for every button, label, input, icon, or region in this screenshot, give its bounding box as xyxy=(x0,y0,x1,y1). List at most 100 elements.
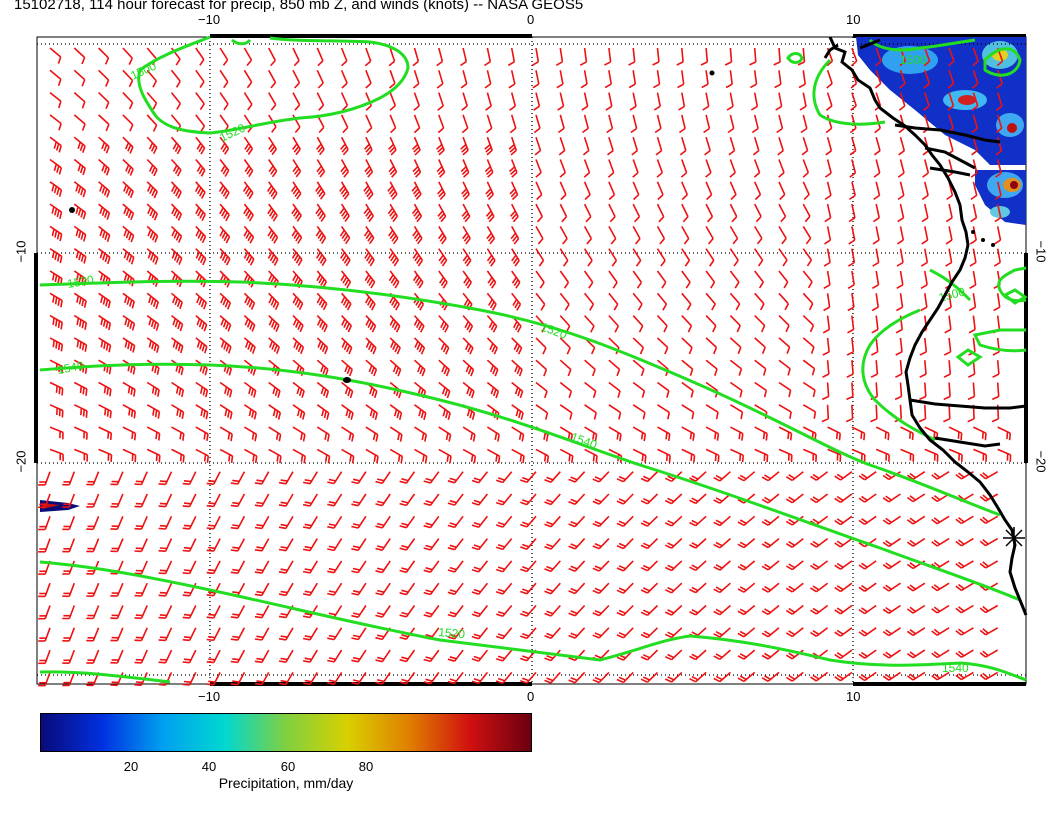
wind-barb-feather xyxy=(368,279,374,287)
wind-barb-feather xyxy=(948,60,955,67)
wind-barb-feather xyxy=(294,82,300,89)
wind-barb-feather xyxy=(225,322,230,330)
wind-barb-feather xyxy=(570,543,578,548)
wind-barb-staff xyxy=(487,448,500,457)
wind-barb-feather xyxy=(470,369,475,377)
wind-barb-feather xyxy=(243,229,249,237)
wind-barb-staff xyxy=(705,292,716,305)
wind-barb-feather xyxy=(423,524,431,529)
wind-barb-staff xyxy=(936,560,950,569)
wind-barb-staff xyxy=(243,114,253,128)
wind-barb-staff xyxy=(972,47,979,62)
wind-barb-feather xyxy=(58,123,62,131)
wind-barb-feather xyxy=(302,593,311,596)
wind-barb-feather xyxy=(464,215,471,223)
wind-barb-feather xyxy=(689,368,694,376)
wind-barb-feather xyxy=(628,61,636,66)
wind-barb-staff xyxy=(92,515,100,530)
wind-barb-feather xyxy=(154,366,158,374)
wind-barb-staff xyxy=(550,471,561,483)
wind-barb-feather xyxy=(491,281,497,289)
wind-barb-feather xyxy=(272,192,278,200)
wind-barb-feather xyxy=(107,256,111,265)
wind-barb-feather xyxy=(667,542,675,547)
wind-barb-feather xyxy=(399,592,407,596)
wind-barb-staff xyxy=(840,493,853,503)
wind-barb-staff xyxy=(365,114,373,129)
wind-barb-feather xyxy=(364,165,371,173)
wind-barb-staff xyxy=(44,627,51,642)
wind-barb-staff xyxy=(622,538,634,550)
wind-barb-feather xyxy=(538,260,545,267)
wind-barb-feather xyxy=(347,410,352,419)
wind-barb-feather xyxy=(398,391,402,399)
wind-barb-feather xyxy=(326,434,330,442)
wind-barb-staff xyxy=(972,248,977,263)
wind-barb-staff xyxy=(559,114,565,129)
wind-barb-feather xyxy=(489,365,494,373)
wind-barb-feather xyxy=(82,168,86,176)
wind-barb-feather xyxy=(297,259,303,266)
wind-barb-feather xyxy=(821,395,829,401)
wind-barb-feather xyxy=(304,635,312,638)
wind-barb-feather xyxy=(557,105,564,111)
wind-barb-staff xyxy=(583,270,594,283)
wind-barb-feather xyxy=(197,209,202,217)
wind-barb-staff xyxy=(864,582,877,592)
wind-barb-feather xyxy=(492,389,497,397)
wind-barb-staff xyxy=(802,203,811,217)
wind-barb-feather xyxy=(103,144,108,152)
contour-loop-ne xyxy=(983,47,1022,77)
wind-barb-feather xyxy=(245,254,251,262)
wind-barb-feather xyxy=(59,256,63,264)
wind-barb-feather xyxy=(198,320,203,328)
wind-barb-feather xyxy=(909,606,917,613)
wind-barb-feather xyxy=(468,389,473,397)
wind-barb-feather xyxy=(220,143,226,150)
wind-barb-feather xyxy=(996,60,1004,67)
wind-barb-staff xyxy=(778,248,788,261)
wind-barb-feather xyxy=(229,390,233,398)
wind-barb-feather xyxy=(275,324,280,333)
wind-barb-feather xyxy=(906,541,914,547)
wind-barb-feather xyxy=(785,520,793,526)
wind-barb-feather xyxy=(151,233,157,241)
wind-barb-feather xyxy=(667,433,671,442)
wind-barb-feather xyxy=(858,475,866,481)
wind-barb-feather xyxy=(960,433,963,441)
wind-barb-feather xyxy=(316,318,322,326)
wind-barb-staff xyxy=(413,315,425,327)
wind-barb-feather xyxy=(737,347,742,355)
wind-barb-feather xyxy=(906,630,914,637)
wind-barb-feather xyxy=(391,257,398,264)
wind-barb-feather xyxy=(232,501,240,505)
wind-barb-feather xyxy=(490,387,495,395)
wind-barb-feather xyxy=(488,257,494,264)
wind-barb-staff xyxy=(997,448,1011,456)
wind-barb-feather xyxy=(200,408,204,416)
wind-barb-feather xyxy=(131,301,135,309)
wind-barb-staff xyxy=(671,649,683,661)
wind-barb-feather xyxy=(299,325,304,333)
wind-barb-feather xyxy=(824,217,832,223)
wind-barb-feather xyxy=(612,281,618,289)
wind-barb-feather xyxy=(246,190,252,197)
wind-barb-feather xyxy=(471,412,476,421)
wind-barb-staff xyxy=(753,114,759,129)
wind-barb-feather xyxy=(885,495,892,501)
wind-barb-feather xyxy=(461,105,468,111)
wind-barb-feather xyxy=(484,166,491,173)
wind-barb-feather xyxy=(153,213,159,221)
wind-barb-feather xyxy=(473,655,481,660)
wind-barb-feather xyxy=(546,543,554,548)
wind-barb-staff xyxy=(936,649,950,659)
colorbar-tick-label: 60 xyxy=(280,759,296,774)
wind-barb-feather xyxy=(727,127,735,134)
wind-barb-feather xyxy=(323,410,327,419)
wind-barb-feather xyxy=(485,146,492,153)
wind-barb-feather xyxy=(494,432,498,440)
wind-barb-feather xyxy=(738,432,741,440)
wind-barb-feather xyxy=(765,433,768,441)
wind-barb-feather xyxy=(665,454,669,462)
wind-barb-feather xyxy=(389,146,396,153)
